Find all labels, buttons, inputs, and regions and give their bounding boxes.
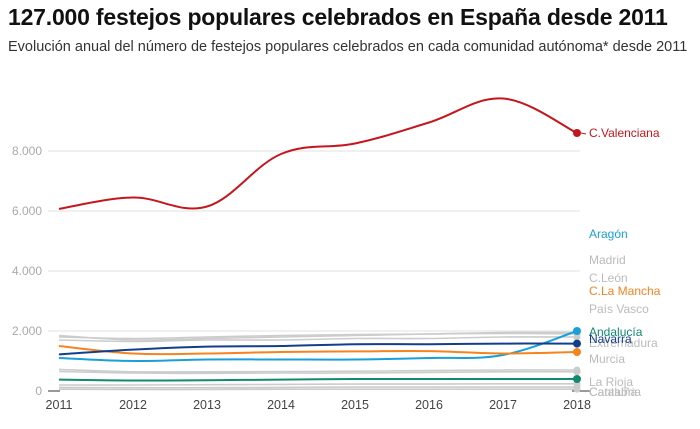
end-label-c-la-mancha: C.La Mancha bbox=[589, 284, 661, 298]
x-tick-label: 2013 bbox=[193, 398, 221, 412]
series-murcia bbox=[58, 368, 581, 376]
highlighted-series bbox=[58, 97, 581, 383]
x-tick-label: 2014 bbox=[267, 398, 295, 412]
x-tick-label: 2012 bbox=[119, 398, 147, 412]
y-tick-label: 2.000 bbox=[12, 324, 42, 338]
series-aragon bbox=[58, 327, 581, 363]
end-label-extremadura: Extremadura bbox=[589, 336, 658, 350]
end-label-cantabria: Cantabria bbox=[589, 385, 641, 399]
series-end-point-murcia bbox=[573, 368, 581, 376]
series-navarra bbox=[58, 339, 581, 356]
series-end-point-cataluna bbox=[573, 385, 581, 393]
series-end-point-pais-vasco bbox=[573, 333, 581, 341]
y-tick-label: 0 bbox=[35, 384, 42, 398]
series-line-la-rioja bbox=[58, 382, 578, 386]
series-line-andalucia bbox=[58, 377, 577, 382]
x-tick-label: 2017 bbox=[489, 398, 517, 412]
end-label-c-leon: C.León bbox=[589, 271, 628, 285]
series-line-aragon bbox=[58, 330, 578, 363]
series-line-navarra bbox=[58, 342, 578, 356]
end-label-madrid: Madrid bbox=[589, 253, 626, 267]
series-c-valenciana bbox=[58, 97, 581, 210]
end-label-pais-vasco: País Vasco bbox=[589, 302, 649, 316]
series-end-point-c-valenciana bbox=[573, 129, 581, 137]
label-connector bbox=[580, 132, 587, 135]
x-tick-label: 2011 bbox=[46, 398, 73, 412]
series-line-c-valenciana bbox=[58, 97, 578, 210]
series-line-murcia bbox=[58, 370, 578, 375]
y-tick-label: 6.000 bbox=[12, 204, 42, 218]
end-label-la-rioja: La Rioja bbox=[589, 375, 633, 389]
series-line-pais-vasco bbox=[58, 336, 578, 343]
end-label-navarra: Navarra bbox=[589, 332, 632, 346]
end-label-aragon: Aragón bbox=[589, 227, 628, 241]
series-end-point-andalucia bbox=[573, 375, 581, 383]
series-pais-vasco bbox=[58, 333, 581, 343]
end-label-c-valenciana: C.Valenciana bbox=[589, 126, 660, 140]
x-tick-label: 2015 bbox=[341, 398, 369, 412]
background-series bbox=[58, 329, 581, 393]
y-axis-ticks: 0 2.000 4.000 6.000 8.000 bbox=[12, 144, 590, 398]
end-label-cataluna: Cataluña bbox=[589, 385, 637, 399]
x-tick-label: 2018 bbox=[563, 398, 591, 412]
y-tick-label: 4.000 bbox=[12, 264, 42, 278]
end-label-murcia: Murcia bbox=[589, 352, 625, 366]
y-tick-label: 8.000 bbox=[12, 144, 42, 158]
series-c-la-mancha bbox=[58, 345, 581, 356]
series-cataluna bbox=[58, 385, 581, 393]
chart-title: 127.000 festejos populares celebrados en… bbox=[8, 4, 668, 30]
series-line-c-la-mancha bbox=[58, 345, 578, 356]
series-andalucia bbox=[58, 375, 581, 383]
series-line-c-leon bbox=[58, 332, 578, 340]
x-axis-ticks: 2011 2012 2013 2014 2015 2016 2017 2018 bbox=[46, 398, 591, 412]
x-tick-label: 2016 bbox=[415, 398, 443, 412]
series-end-point-navarra bbox=[573, 339, 581, 348]
series-line-madrid bbox=[58, 331, 578, 341]
series-end-point-aragon bbox=[573, 327, 581, 335]
series-end-labels: Madrid C.León País Vasco Extremadura Murcia L… bbox=[580, 126, 661, 399]
series-line-cantabria bbox=[58, 386, 577, 389]
end-label-andalucia: Andalucía bbox=[589, 325, 643, 339]
gridlines bbox=[48, 150, 580, 332]
series-end-point-c-la-mancha bbox=[573, 348, 581, 356]
chart-subtitle: Evolución anual del número de festejos p… bbox=[8, 39, 688, 55]
series-line-extremadura bbox=[58, 368, 578, 373]
